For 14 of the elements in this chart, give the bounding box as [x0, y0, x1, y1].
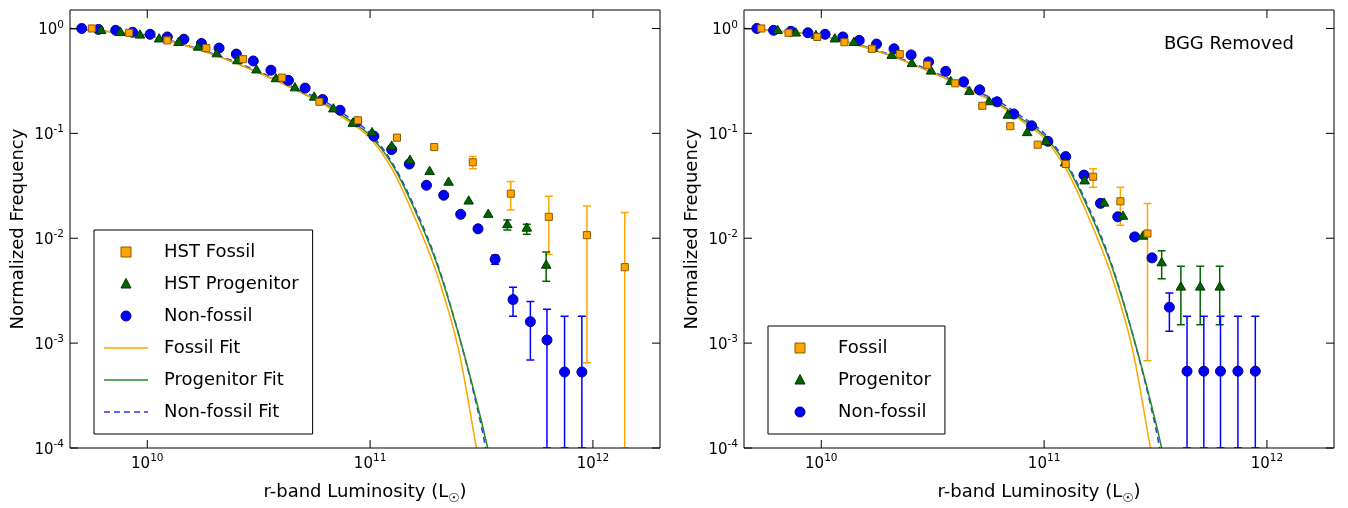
legend-label: Progenitor	[838, 367, 932, 389]
annotation: BGG Removed	[1163, 31, 1294, 53]
y-axis-title: Normalized Frequency	[5, 128, 27, 330]
legend-label: Non-fossil	[164, 303, 253, 325]
legend-label: Non-fossil Fit	[164, 399, 280, 421]
legend-label: Progenitor Fit	[164, 367, 284, 389]
x-axis-title: r-band Luminosity (L☉)	[263, 479, 467, 506]
y-axis-title: Normalized Frequency	[679, 128, 701, 330]
legend-label: Fossil	[838, 335, 888, 357]
legend-label: HST Fossil	[164, 239, 256, 261]
legend-label: Non-fossil	[838, 399, 927, 421]
legend-label: Fossil Fit	[164, 335, 241, 357]
legend-label: HST Progenitor	[164, 271, 300, 293]
x-axis-title: r-band Luminosity (L☉)	[937, 479, 1141, 506]
